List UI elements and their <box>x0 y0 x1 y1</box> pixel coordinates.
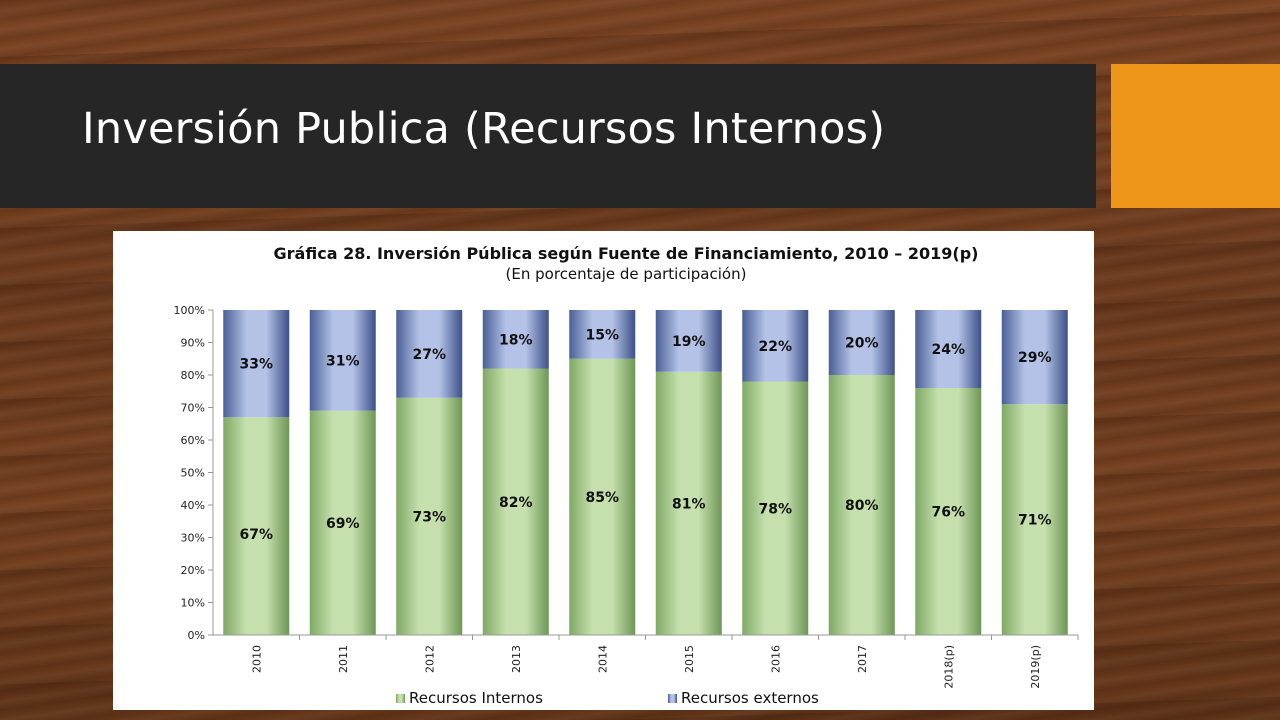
data-label-externos: 24% <box>931 342 965 358</box>
bar-recursos-externos-2015 <box>655 310 722 372</box>
legend-recursos-externos-label: Recursos externos <box>681 689 819 707</box>
bar-recursos-internos-2014 <box>569 358 636 635</box>
chart-subtitle: (En porcentaje de participación) <box>506 265 747 283</box>
bar-recursos-internos-2017 <box>828 375 895 635</box>
chart-panel: Gráfica 28. Inversión Pública según Fuen… <box>113 231 1094 710</box>
bar-recursos-externos-2012 <box>396 310 463 398</box>
bar-recursos-externos-2016 <box>742 310 809 382</box>
x-tick-label: 2014 <box>596 645 609 673</box>
bar-recursos-externos-2013 <box>482 310 549 369</box>
accent-block <box>1111 64 1280 208</box>
x-tick-label: 2018(p) <box>942 645 955 689</box>
x-tick-label: 2015 <box>683 645 696 673</box>
y-tick-label: 20% <box>181 564 205 577</box>
data-label-externos: 29% <box>1018 350 1052 366</box>
bar-recursos-internos-2013 <box>482 368 549 635</box>
y-tick-label: 90% <box>181 337 205 350</box>
data-label-internos: 71% <box>1018 513 1052 529</box>
x-tick-label: 2011 <box>337 645 350 673</box>
data-label-internos: 85% <box>585 490 619 506</box>
chart-legend: Recursos Internos Recursos externos <box>396 689 819 707</box>
y-tick-label: 40% <box>181 499 205 512</box>
legend-recursos-internos-swatch <box>396 694 405 703</box>
stacked-bar-chart: Gráfica 28. Inversión Pública según Fuen… <box>174 244 1079 707</box>
bar-recursos-externos-2019(p) <box>1001 310 1068 405</box>
x-tick-label: 2017 <box>856 645 869 673</box>
y-tick-label: 50% <box>181 467 205 480</box>
chart-title: Gráfica 28. Inversión Pública según Fuen… <box>274 244 979 263</box>
bar-recursos-internos-2019(p) <box>1001 404 1068 635</box>
bar-recursos-internos-2010 <box>223 417 290 635</box>
slide-title: Inversión Publica (Recursos Internos) <box>82 104 886 154</box>
data-label-internos: 80% <box>845 498 879 514</box>
data-label-internos: 76% <box>931 505 965 521</box>
data-label-externos: 20% <box>845 336 879 352</box>
bar-recursos-internos-2015 <box>655 371 722 635</box>
x-tick-label: 2019(p) <box>1029 645 1042 689</box>
bar-recursos-externos-2010 <box>223 310 290 418</box>
y-tick-label: 100% <box>174 304 205 317</box>
data-label-internos: 69% <box>326 516 360 532</box>
data-label-internos: 78% <box>758 501 792 517</box>
legend-recursos-externos-swatch <box>668 694 677 703</box>
data-label-externos: 33% <box>239 357 273 373</box>
y-tick-label: 10% <box>181 597 205 610</box>
data-label-externos: 31% <box>326 353 360 369</box>
x-tick-label: 2013 <box>510 645 523 673</box>
data-label-externos: 19% <box>672 334 706 350</box>
bar-recursos-internos-2011 <box>309 410 376 635</box>
data-label-internos: 82% <box>499 495 533 511</box>
legend-recursos-internos-label: Recursos Internos <box>409 689 543 707</box>
data-label-internos: 67% <box>239 527 273 543</box>
data-label-externos: 15% <box>585 327 619 343</box>
bar-recursos-externos-2014 <box>569 310 636 359</box>
bar-recursos-internos-2012 <box>396 397 463 635</box>
bar-recursos-internos-2018(p) <box>915 388 982 635</box>
data-label-externos: 27% <box>412 347 446 363</box>
bar-recursos-externos-2018(p) <box>915 310 982 388</box>
x-tick-label: 2010 <box>250 645 263 673</box>
y-tick-label: 60% <box>181 434 205 447</box>
y-tick-label: 0% <box>188 629 205 642</box>
y-tick-label: 30% <box>181 532 205 545</box>
x-tick-label: 2016 <box>769 645 782 673</box>
title-bar <box>0 64 1096 208</box>
x-tick-label: 2012 <box>423 645 436 673</box>
data-label-internos: 73% <box>412 509 446 525</box>
y-tick-label: 70% <box>181 402 205 415</box>
bar-recursos-internos-2016 <box>742 381 809 635</box>
data-label-internos: 81% <box>672 496 706 512</box>
y-tick-label: 80% <box>181 369 205 382</box>
data-label-externos: 22% <box>758 339 792 355</box>
bar-recursos-externos-2011 <box>309 310 376 411</box>
data-label-externos: 18% <box>499 332 533 348</box>
bar-recursos-externos-2017 <box>828 310 895 375</box>
